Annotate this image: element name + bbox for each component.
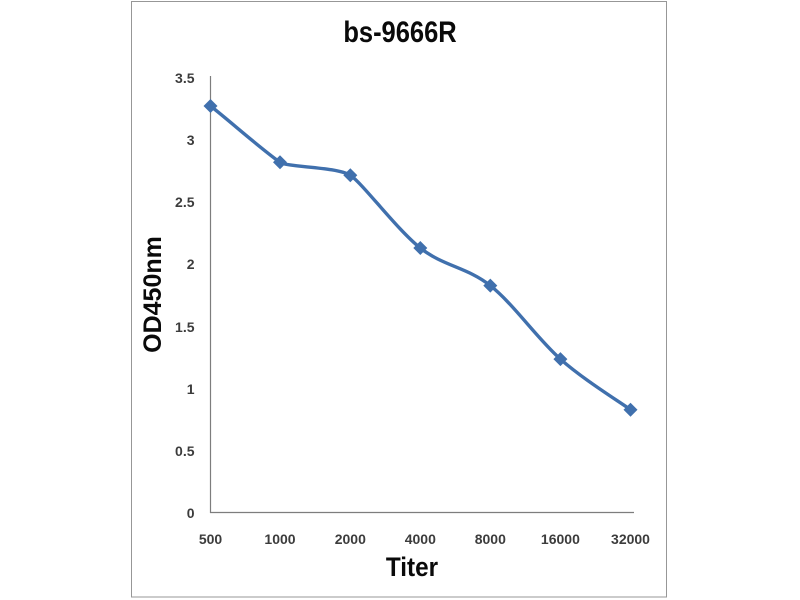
svg-text:16000: 16000: [541, 531, 580, 547]
svg-text:bs-9666R: bs-9666R: [343, 15, 456, 48]
svg-text:OD450nm: OD450nm: [139, 236, 167, 353]
svg-text:2: 2: [187, 256, 195, 272]
svg-text:Titer: Titer: [386, 553, 438, 582]
svg-text:1000: 1000: [264, 531, 295, 547]
svg-text:1: 1: [187, 381, 195, 397]
svg-text:0: 0: [187, 505, 195, 521]
svg-text:32000: 32000: [611, 531, 650, 547]
svg-text:8000: 8000: [475, 531, 506, 547]
svg-text:4000: 4000: [405, 531, 436, 547]
svg-text:3: 3: [187, 132, 195, 148]
svg-text:3.5: 3.5: [175, 70, 195, 86]
svg-text:500: 500: [199, 531, 223, 547]
svg-text:1.5: 1.5: [175, 319, 195, 335]
svg-text:0.5: 0.5: [175, 443, 195, 459]
svg-text:2.5: 2.5: [175, 194, 195, 210]
svg-text:2000: 2000: [335, 531, 366, 547]
